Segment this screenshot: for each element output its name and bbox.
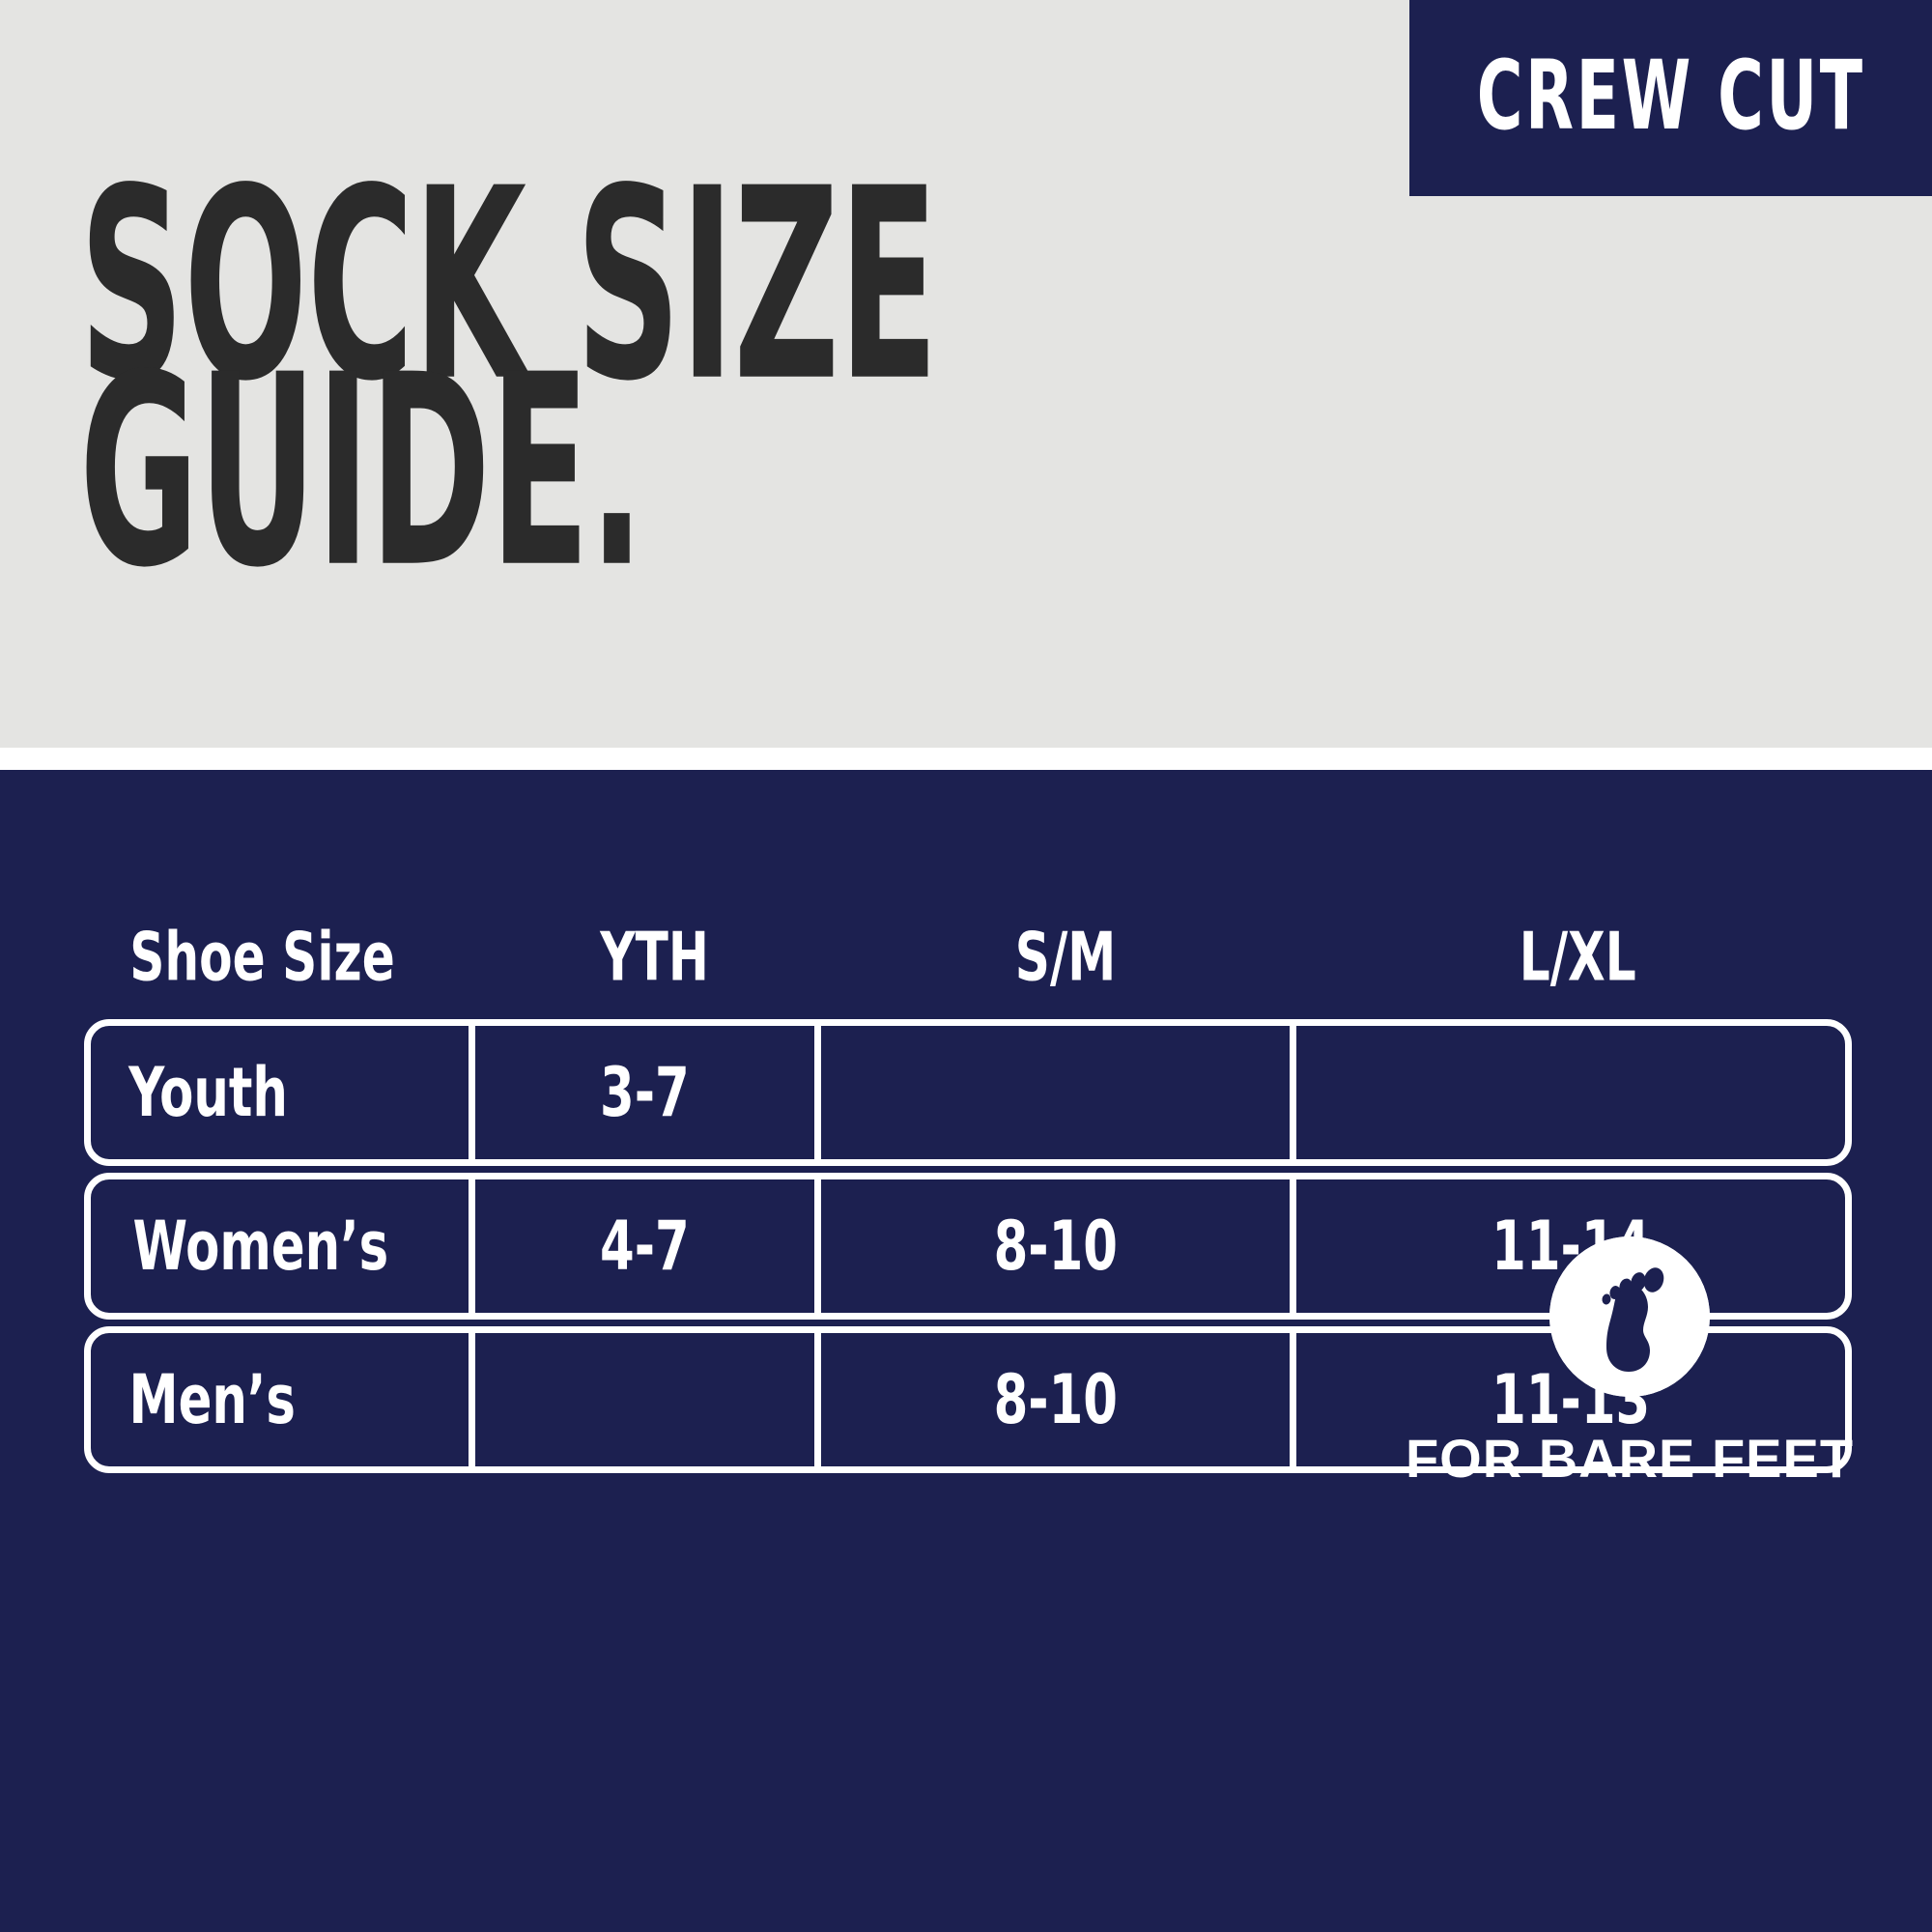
table-row: Men’s 8-10 11-13 [84, 1326, 1852, 1473]
row-label-mens: Men’s [91, 1333, 475, 1466]
brand-name: FOR BARE FEET [1405, 1428, 1855, 1489]
table-row: Youth 3-7 [84, 1019, 1852, 1166]
column-header-sm: S/M [1014, 917, 1117, 997]
cell-mens-yth [475, 1333, 821, 1466]
column-header-lxl: L/XL [1519, 917, 1636, 997]
size-chart-panel: Shoe Size YTH S/M L/XL Youth 3-7 [0, 770, 1932, 1932]
cell-womens-sm: 8-10 [821, 1179, 1296, 1313]
table-row: Women’s 4-7 8-10 11-14 [84, 1173, 1852, 1320]
cell-youth-lxl [1296, 1026, 1845, 1159]
cell-youth-yth: 3-7 [475, 1026, 821, 1159]
row-label-womens: Women’s [91, 1179, 475, 1313]
table-header-row: Shoe Size YTH S/M L/XL [84, 895, 1852, 1019]
column-header-shoe-size: Shoe Size [129, 917, 395, 997]
page-title-line-2: GUIDE. [79, 318, 644, 626]
row-label-youth: Youth [91, 1026, 475, 1159]
footprint-icon [1549, 1236, 1710, 1397]
page-title: SOCK SIZE GUIDE. [79, 131, 1152, 604]
sock-size-table: Shoe Size YTH S/M L/XL Youth 3-7 [84, 895, 1852, 1473]
brand-lockup: FOR BARE FEET [1406, 1236, 1853, 1486]
cell-mens-sm: 8-10 [821, 1333, 1296, 1466]
hero-panel: CREW CUT SOCK SIZE GUIDE. [0, 0, 1932, 748]
cell-womens-yth: 4-7 [475, 1179, 821, 1313]
page-title-line-1: SOCK SIZE [79, 131, 938, 440]
cell-youth-sm [821, 1026, 1296, 1159]
crew-cut-badge-label: CREW CUT [1476, 39, 1865, 152]
column-header-yth: YTH [600, 917, 710, 997]
crew-cut-badge: CREW CUT [1409, 0, 1932, 196]
